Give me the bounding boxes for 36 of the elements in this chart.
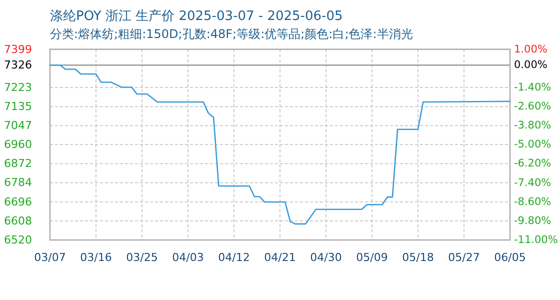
y-tick-label: 7135 (4, 100, 32, 114)
y2-tick-label: 1.00% (514, 43, 548, 56)
y-tick-label: 6520 (4, 234, 32, 246)
y2-tick-label: -6.20% (514, 158, 552, 170)
line-series (49, 64, 511, 225)
y-tick-label: 6608 (4, 214, 32, 228)
y2-tick-label: -3.80% (514, 120, 552, 132)
chart-title: 涤纶POY 浙江 生产价 2025-03-07 - 2025-06-05 (50, 9, 343, 24)
x-tick-label: 04/03 (172, 251, 204, 264)
x-tick-label: 06/05 (494, 251, 526, 264)
y2-tick-label: -7.40% (514, 176, 552, 189)
y-tick-label: 7047 (4, 119, 32, 132)
x-tick-label: 04/12 (218, 251, 250, 264)
y-tick-label: 6696 (4, 195, 32, 208)
x-tick-label: 04/21 (264, 251, 296, 264)
x-tick-label: 05/18 (402, 251, 434, 264)
y2-tick-label: -11.00% (514, 234, 558, 246)
chart-subtitle: 分类:熔体纺;粗细:150D;孔数:48F;等级:优等品;颜色:白;色泽:半消光 (50, 27, 413, 41)
x-tick-label: 03/25 (126, 251, 158, 264)
y-tick-label: 7399 (4, 42, 32, 56)
y2-tick-label: -1.40% (514, 81, 552, 94)
x-tick-label: 04/30 (310, 251, 342, 264)
y2-tick-label: -5.00% (514, 138, 552, 151)
y2-tick-label: -2.60% (514, 100, 552, 113)
x-tick-label: 05/09 (356, 251, 388, 264)
y-tick-label: 6960 (4, 138, 32, 152)
y-tick-label: 6872 (4, 157, 32, 170)
x-tick-label: 05/27 (448, 251, 480, 264)
x-tick-label: 03/16 (80, 251, 112, 264)
y-tick-label: 6784 (4, 176, 32, 190)
y-tick-label: 7326 (4, 58, 32, 72)
y2-tick-label: -9.80% (514, 214, 552, 227)
y-tick-label: 7223 (4, 80, 32, 94)
x-tick-label: 03/07 (34, 251, 66, 264)
y2-tick-label: 0.00% (514, 59, 548, 72)
y2-tick-label: -8.60% (514, 196, 552, 208)
